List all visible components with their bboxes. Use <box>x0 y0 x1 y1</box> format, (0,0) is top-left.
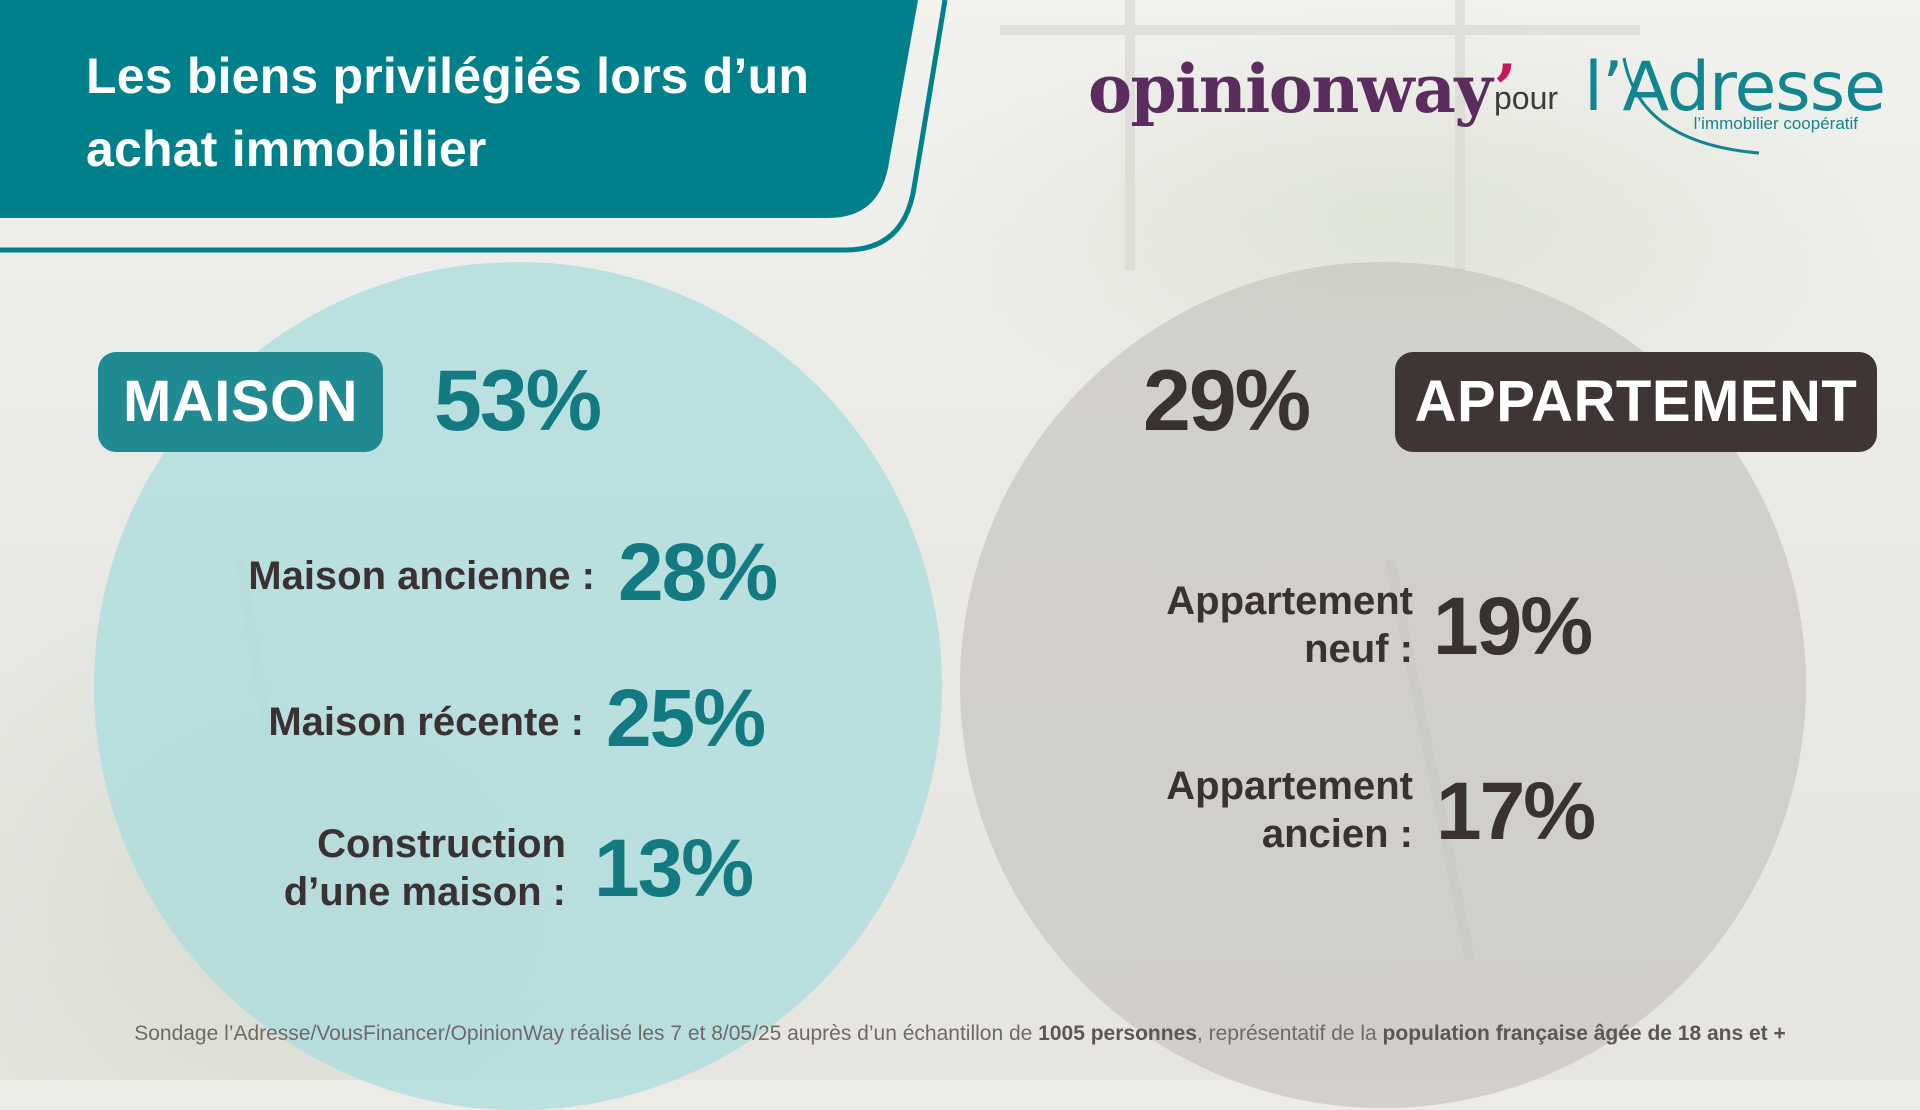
footnote-part-1: Sondage l’Adresse/VousFinancer/OpinionWa… <box>134 1022 1039 1045</box>
footnote: Sondage l’Adresse/VousFinancer/OpinionWa… <box>0 1022 1920 1046</box>
construction-maison-label-line-2: d’une maison : <box>283 870 566 914</box>
title-banner-shape <box>0 0 948 253</box>
ladresse-logo: l’Adresse l’immobilier coopératif <box>1584 48 1886 158</box>
ladresse-tagline: l’immobilier coopératif <box>1693 114 1858 133</box>
appartement-total-value: 29% <box>1143 353 1311 449</box>
construction-maison-label-line-1: Construction <box>317 822 566 866</box>
appartement-ancien-label-line-1: Appartement <box>1166 764 1413 808</box>
pour-text: pour <box>1494 80 1559 116</box>
ladresse-logo-text: l’Adresse <box>1584 48 1886 127</box>
appartement-neuf-value: 19% <box>1433 581 1593 672</box>
page-title: Les biens privilégiés lors d’un achat im… <box>86 40 866 186</box>
maison-recente-label: Maison récente : <box>268 700 584 744</box>
maison-ancienne-value: 28% <box>618 527 778 618</box>
appartement-ancien-label-line-2: ancien : <box>1261 812 1413 856</box>
title-line-1: Les biens privilégiés lors d’un <box>86 48 810 104</box>
appartement-ancien-label: Appartement ancien : <box>1166 762 1413 858</box>
appartement-badge: APPARTEMENT <box>1395 352 1877 452</box>
construction-maison-label: Construction d’une maison : <box>284 820 566 916</box>
opinionway-logo: opinionway’ <box>1088 50 1517 128</box>
maison-recente-value: 25% <box>606 673 766 764</box>
title-banner: Les biens privilégiés lors d’un achat im… <box>0 0 960 260</box>
construction-maison-value: 13% <box>594 823 754 914</box>
appartement-neuf-label: Appartement neuf : <box>1166 577 1413 673</box>
title-line-2: achat immobilier <box>86 121 487 177</box>
maison-badge: MAISON <box>98 352 383 452</box>
opinionway-logo-mark: ’ <box>1493 50 1517 128</box>
footnote-part-2: , représentatif de la <box>1196 1022 1383 1045</box>
appartement-neuf-label-line-1: Appartement <box>1166 579 1413 623</box>
ladresse-swoosh <box>1622 57 1760 155</box>
appartement-ancien-value: 17% <box>1436 766 1596 857</box>
appartement-neuf-label-line-2: neuf : <box>1304 627 1413 671</box>
maison-ancienne-label: Maison ancienne : <box>248 554 595 598</box>
opinionway-logo-text: opinionway <box>1088 50 1495 128</box>
footnote-population: population française âgée de 18 ans et + <box>1382 1022 1786 1045</box>
maison-total-value: 53% <box>434 353 602 449</box>
footnote-sample-size: 1005 personnes <box>1038 1022 1197 1045</box>
